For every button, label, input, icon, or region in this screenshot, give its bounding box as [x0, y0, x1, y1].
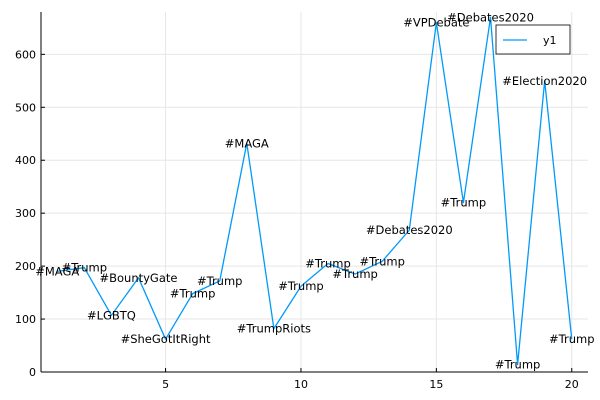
y-tick-label: 600	[15, 48, 36, 61]
data-label: #BountyGate	[99, 271, 177, 285]
data-label: #Debates2020	[447, 10, 534, 24]
y-tick-label: 500	[15, 101, 36, 114]
y-tick-label: 400	[15, 154, 36, 167]
data-label: #VPDebate	[403, 16, 469, 30]
legend: y1	[495, 24, 571, 55]
data-label: #Trump	[170, 287, 216, 301]
data-label: #TrumpRiots	[237, 322, 311, 336]
y-tick-label: 300	[15, 207, 36, 220]
data-label: #Trump	[441, 196, 487, 210]
plot-area-background	[41, 12, 588, 372]
data-label: #MAGA	[225, 136, 269, 150]
x-tick-label: 5	[162, 378, 169, 391]
x-tick-label: 20	[565, 378, 579, 391]
y-tick-label: 0	[29, 366, 36, 379]
data-label: #Trump	[549, 332, 595, 346]
data-label: #MAGA	[35, 264, 79, 278]
x-tick-label: 15	[429, 378, 443, 391]
y-tick-label: 100	[15, 313, 36, 326]
data-label: #SheGotItRight	[121, 332, 211, 346]
axes	[40, 12, 588, 373]
series-layer	[57, 16, 573, 366]
legend-label-y1: y1	[543, 34, 557, 47]
y-tick-label: 200	[15, 260, 36, 273]
x-tick-label: 10	[294, 378, 308, 391]
data-label: #Trump	[62, 261, 108, 275]
point-labels: #MAGA#Trump#LGBTQ#BountyGate#SheGotItRig…	[35, 10, 594, 371]
data-label: #Trump	[305, 256, 351, 270]
data-label: #Trump	[495, 358, 541, 372]
data-label: #LGBTQ	[87, 308, 136, 322]
data-label: #Trump	[278, 279, 324, 293]
data-label: #Election2020	[502, 74, 587, 88]
data-label: #Debates2020	[366, 223, 453, 237]
data-label: #Trump	[332, 267, 378, 281]
data-label: #Trump	[359, 254, 405, 268]
series-line-y1	[57, 16, 573, 366]
data-label: #Trump	[197, 274, 243, 288]
